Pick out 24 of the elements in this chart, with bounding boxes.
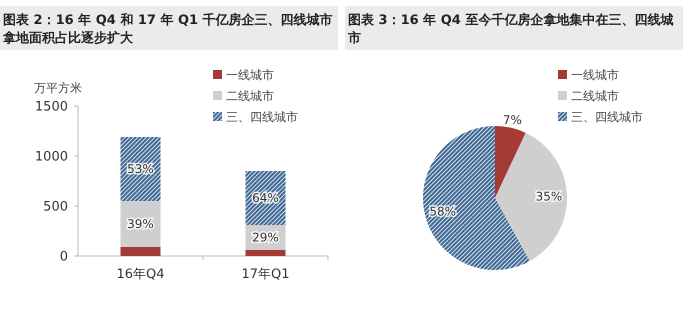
legend-label: 一线城市 [226, 68, 274, 82]
bar [246, 250, 286, 256]
y-tick-label: 1500 [34, 100, 68, 115]
x-tick-label: 16年Q4 [116, 267, 165, 282]
pie-slice [495, 126, 526, 198]
data-label: 7% [502, 113, 522, 128]
data-label: 35% [536, 190, 562, 204]
legend-label: 二线城市 [226, 89, 274, 103]
pie-slice [495, 132, 567, 262]
annotation: 29% [252, 230, 279, 245]
y-tick-label: 0 [60, 250, 68, 265]
legend-label: 一线城市 [571, 68, 619, 82]
x-tick-label: 17年Q1 [241, 267, 290, 282]
legend-label: 三、四线城市 [571, 110, 643, 124]
legend-label: 三、四线城市 [226, 110, 298, 124]
y-axis-title: 万平方米 [34, 81, 82, 95]
bar [120, 247, 160, 256]
chart-title: 图表 3：16 年 Q4 至今千亿房企拿地集中在三、四线城市 [347, 12, 674, 46]
y-tick-label: 500 [43, 200, 68, 215]
annotation: 39% [127, 217, 154, 232]
legend-label: 二线城市 [571, 89, 619, 103]
y-tick-label: 1000 [34, 150, 68, 165]
pie-slice [423, 126, 530, 270]
chart-title: 图表 2：16 年 Q4 和 17 年 Q1 千亿房企三、四线城市拿地面积占比逐步扩大 [2, 12, 333, 46]
